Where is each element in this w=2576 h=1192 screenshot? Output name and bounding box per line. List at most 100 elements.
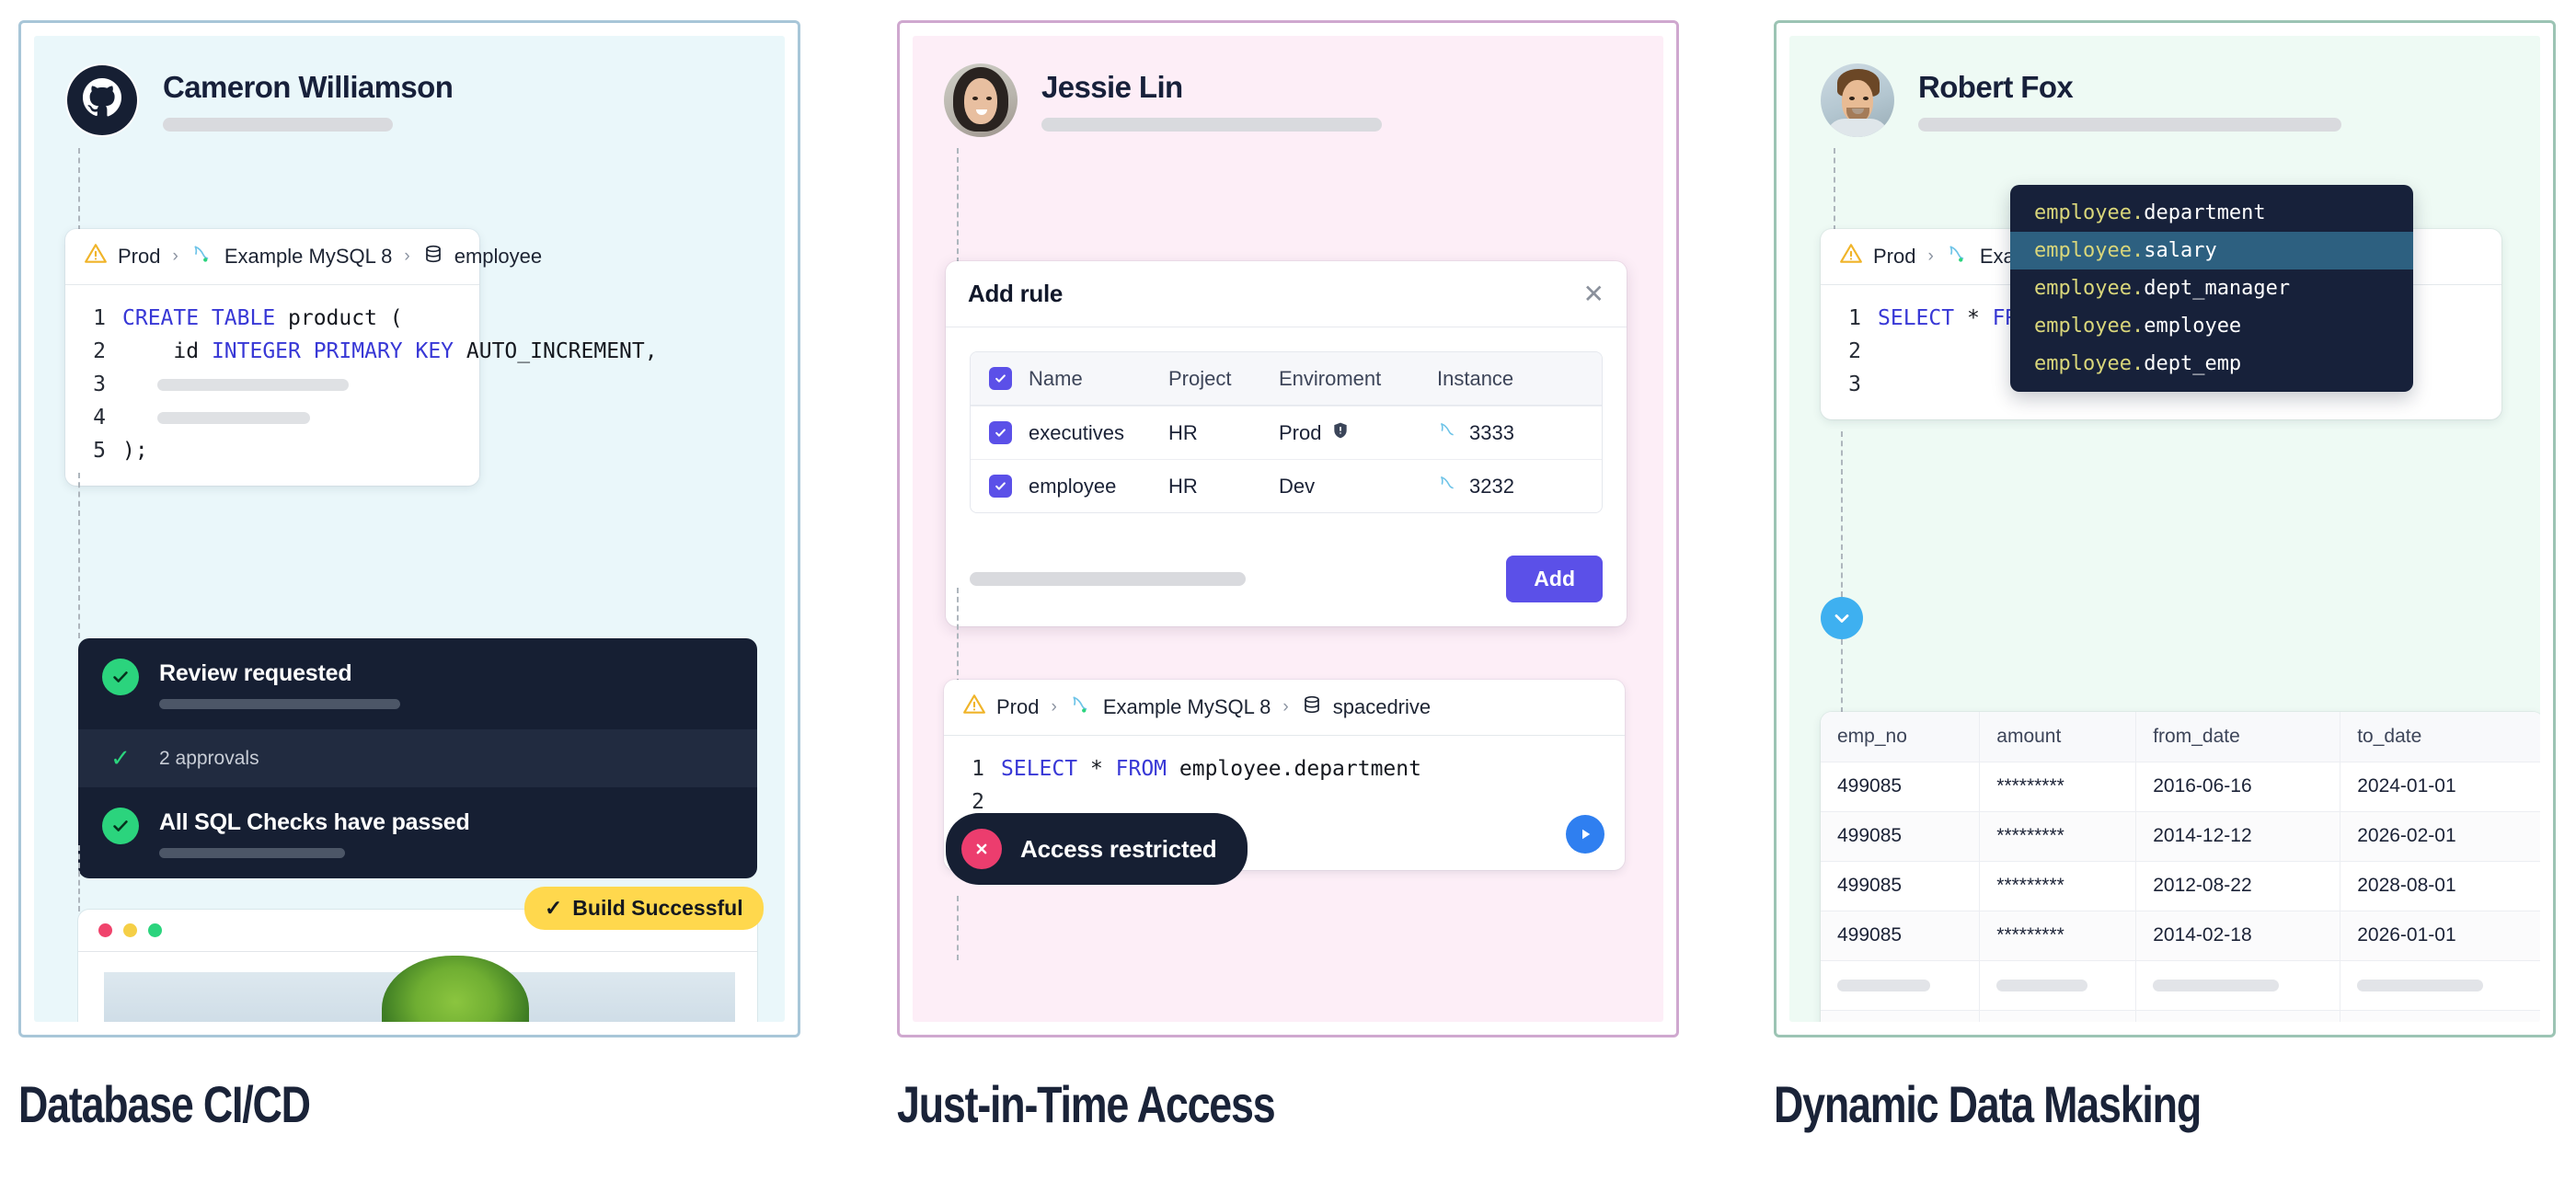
line-number: 4	[93, 406, 106, 430]
autocomplete-dropdown[interactable]: employee.department employee.salary empl…	[2010, 185, 2413, 392]
run-query-button[interactable]	[1566, 815, 1604, 854]
add-button[interactable]: Add	[1506, 556, 1603, 602]
breadcrumb-environment[interactable]: Prod	[1873, 245, 1916, 268]
autocomplete-option[interactable]: employee.department	[2010, 194, 2413, 232]
cell-from-date: 2014-12-12	[2135, 811, 2341, 862]
table-row[interactable]: employee HR Dev 3232	[971, 459, 1602, 512]
persona-header: Cameron Williamson	[65, 63, 454, 137]
instance-port: 3232	[1469, 474, 1514, 498]
column-header-to-date[interactable]: to_date	[2340, 712, 2540, 762]
code-area[interactable]: 1 CREATE TABLE product ( 2 id INTEGER PRI…	[65, 285, 657, 486]
cell-emp-no: 499085	[1821, 861, 1981, 911]
autocomplete-option[interactable]: employee.employee	[2010, 307, 2413, 345]
breadcrumb-instance[interactable]: Example MySQL 8	[1102, 695, 1271, 718]
persona-header: Robert Fox	[1821, 63, 2341, 137]
select-all-checkbox[interactable]	[989, 367, 1012, 390]
autocomplete-option[interactable]: employee.dept_manager	[2010, 269, 2413, 307]
autocomplete-option-selected[interactable]: employee.salary	[2010, 232, 2413, 269]
table-row[interactable]: executives HR Prod 3333	[971, 406, 1602, 459]
window-maximize-dot[interactable]	[148, 923, 162, 937]
mysql-dolphin-icon	[1069, 693, 1093, 722]
status-label: Review requested	[159, 660, 352, 686]
table-row: 499085 ********* 2016-06-16 2024-01-01	[1821, 762, 2540, 812]
mysql-dolphin-icon	[1946, 242, 1970, 271]
breadcrumb-separator: ›	[172, 246, 178, 266]
breadcrumb[interactable]: Prod › Example MySQL 8 › spacedrive	[944, 680, 1625, 736]
column-header-amount[interactable]: amount	[1979, 712, 2137, 762]
line-number: 1	[1848, 306, 1861, 330]
row-checkbox[interactable]	[989, 421, 1012, 444]
code-line: 4	[65, 401, 479, 434]
code-text: CREATE TABLE product (	[122, 306, 403, 330]
breadcrumb-database[interactable]: employee	[454, 245, 543, 268]
connector-line	[957, 148, 959, 263]
check-icon: ✓	[545, 896, 563, 920]
instance-port: 3333	[1469, 420, 1514, 444]
cell-placeholder	[2357, 979, 2483, 991]
cell-amount-masked: *********	[1979, 811, 2137, 862]
connector-line	[1841, 431, 1843, 597]
card-just-in-time-access: Jessie Lin Add rule ✕ Name Project	[897, 20, 1679, 1037]
line-number: 2	[1848, 339, 1861, 363]
connector-line	[1841, 639, 1843, 713]
feature-title-database-cicd: Database CI/CD	[18, 1075, 311, 1133]
option-prefix: employee.	[2034, 277, 2145, 300]
breadcrumb-separator: ›	[1282, 697, 1289, 716]
add-rule-dialog: Add rule ✕ Name Project Enviroment Insta…	[946, 261, 1627, 626]
breadcrumb-database[interactable]: spacedrive	[1332, 695, 1432, 718]
table-row-placeholder	[1821, 1010, 2540, 1022]
persona-header: Jessie Lin	[944, 63, 1382, 137]
cell-emp-no: 499085	[1821, 911, 1981, 961]
window-close-dot[interactable]	[98, 923, 112, 937]
autocomplete-option[interactable]: employee.dept_emp	[2010, 345, 2413, 383]
code-text: SELECT * FROM employee.department	[1001, 757, 1421, 781]
column-header-from-date[interactable]: from_date	[2135, 712, 2341, 762]
breadcrumb-environment[interactable]: Prod	[118, 245, 161, 268]
close-circle-icon	[961, 829, 1002, 869]
cell-placeholder	[1837, 979, 1930, 991]
breadcrumb-instance[interactable]: Example MySQL 8	[224, 245, 393, 268]
breadcrumb-separator: ›	[1927, 246, 1934, 266]
person-name: Jessie Lin	[1041, 69, 1183, 104]
cell-to-date: 2024-01-01	[2340, 762, 2540, 812]
breadcrumb-environment[interactable]: Prod	[996, 695, 1040, 718]
dialog-header: Add rule ✕	[946, 261, 1627, 327]
close-icon[interactable]: ✕	[1582, 279, 1604, 308]
status-label: 2 approvals	[159, 747, 259, 769]
cell-from-date: 2014-02-18	[2135, 911, 2341, 961]
feature-title-dynamic-data-masking: Dynamic Data Masking	[1774, 1075, 2202, 1133]
column-header-project: Project	[1168, 366, 1232, 390]
cell-project: HR	[1168, 420, 1198, 444]
breadcrumb-separator: ›	[404, 246, 410, 266]
persona-subtitle-placeholder	[1041, 117, 1382, 132]
code-line: 3	[1821, 368, 2501, 401]
connector-line	[78, 473, 80, 638]
review-status-card: Review requested ✓ 2 approvals All SQL C…	[78, 638, 757, 878]
check-icon: ✓	[110, 744, 131, 772]
option-suffix: dept_manager	[2144, 277, 2291, 300]
option-suffix: employee	[2144, 315, 2242, 338]
connector-line	[78, 148, 80, 231]
cell-project: HR	[1168, 474, 1198, 498]
cell-emp-no: 499085	[1821, 811, 1981, 862]
chevron-down-icon	[1834, 614, 1849, 623]
avatar	[1821, 63, 1894, 137]
shield-icon	[1331, 421, 1350, 445]
access-restricted-toast: Access restricted	[946, 813, 1248, 885]
line-number: 1	[93, 306, 106, 330]
table-header-row: Name Project Enviroment Instance	[971, 352, 1602, 406]
cell-to-date: 2026-01-01	[2340, 911, 2540, 961]
cell-amount-masked: *********	[1979, 911, 2137, 961]
expand-results-button[interactable]	[1821, 597, 1863, 639]
cell-placeholder	[1996, 979, 2087, 991]
status-row-approvals: ✓ 2 approvals	[78, 729, 757, 787]
column-header-instance: Instance	[1437, 366, 1514, 390]
code-line: 3	[65, 368, 479, 401]
row-checkbox[interactable]	[989, 475, 1012, 498]
breadcrumb-separator: ›	[1051, 697, 1057, 716]
cell-from-date: 2016-06-16	[2135, 762, 2341, 812]
window-minimize-dot[interactable]	[123, 923, 137, 937]
column-header-emp-no[interactable]: emp_no	[1821, 712, 1981, 762]
breadcrumb[interactable]: Prod › Example MySQL 8 › employee	[65, 229, 542, 285]
